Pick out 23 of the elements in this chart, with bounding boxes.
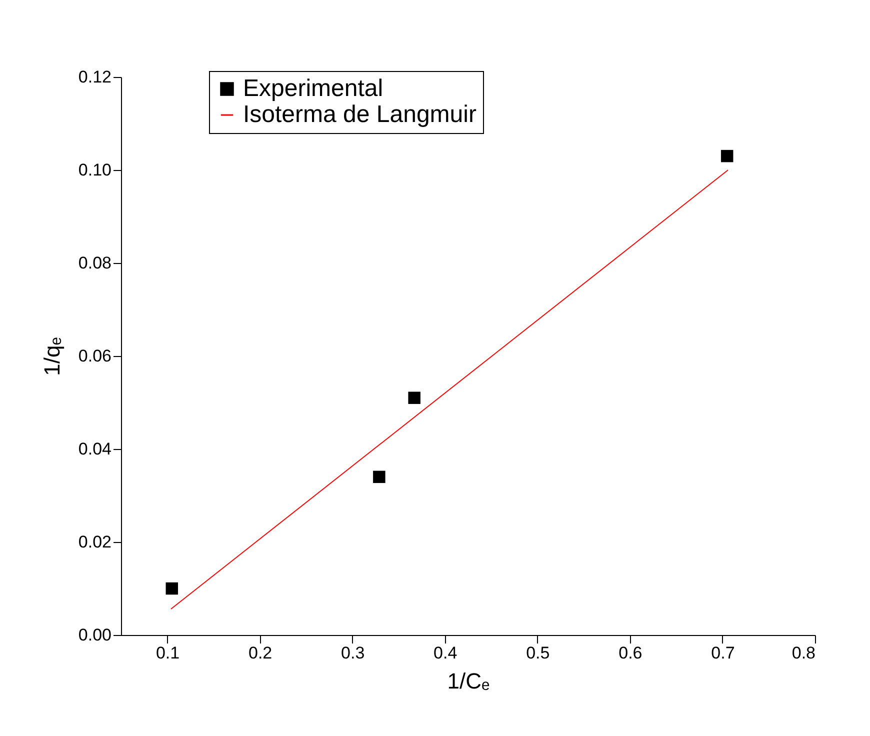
point [408,392,420,404]
y-tick-label: 0.10 [78,160,112,180]
y-tick-label: 0.12 [78,68,112,86]
x-tick-label: 0.8 [792,644,816,662]
legend-label: Experimental [243,75,384,102]
legend-label: Isoterma de Langmuir [243,101,476,128]
x-tick-label: 0.6 [618,644,642,662]
y-tick-label: 0.00 [78,626,112,644]
y-axis-title: 1/qₑ [39,337,64,376]
x-tick-label: 0.7 [711,644,735,662]
x-axis-title: 1/Cₑ [447,668,490,694]
y-tick-label: 0.08 [78,254,112,272]
y-tick-label: 0.06 [78,346,112,366]
point [166,582,178,595]
x-tick-label: 0.1 [156,644,180,662]
x-tick-label: 0.5 [526,644,550,662]
y-tick-label: 0.02 [78,532,112,552]
x-tick-label: 0.4 [434,644,458,662]
point [720,150,734,162]
x-tick-label: 0.3 [341,644,365,662]
y-tick-label: 0.04 [78,440,112,458]
point [373,470,386,484]
x-tick-label: 0.2 [248,644,272,662]
